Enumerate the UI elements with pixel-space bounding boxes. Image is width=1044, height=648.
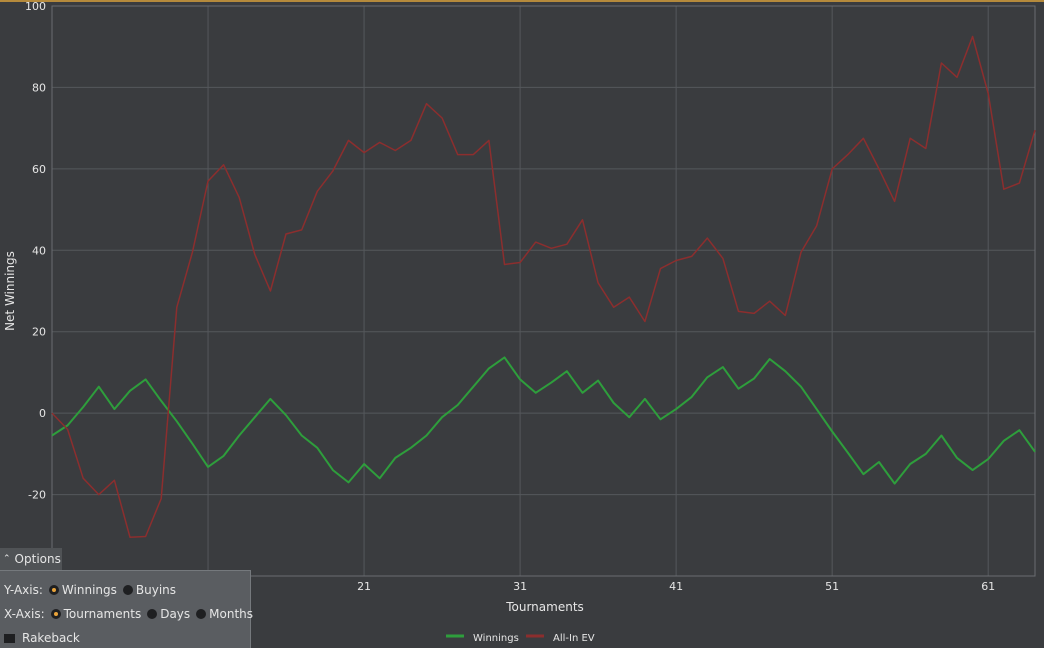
x-axis-row: X-Axis: Tournaments Days Months [4, 607, 253, 621]
y-tick-label: 60 [32, 163, 46, 176]
series-lines [51, 35, 1036, 539]
plot-frame [51, 5, 1036, 577]
y-tick-label: 80 [32, 81, 46, 94]
rakeback-row: Rakeback [4, 631, 80, 645]
y-axis-label: Y-Axis: [4, 583, 43, 597]
rakeback-label[interactable]: Rakeback [22, 631, 80, 645]
options-toggle-button[interactable]: ⌃ Options [0, 548, 62, 570]
x-tick-label: 41 [669, 580, 683, 593]
radio-y-winnings[interactable] [48, 585, 59, 595]
y-tick-label: 40 [32, 244, 46, 257]
radio-x-tournaments[interactable] [50, 609, 61, 619]
series-line-winnings [51, 356, 1036, 485]
radio-x-months[interactable] [196, 609, 207, 619]
radio-x-tournaments-label[interactable]: Tournaments [63, 607, 142, 621]
options-panel: Y-Axis: Winnings Buyins X-Axis: Tourname… [0, 570, 253, 648]
radio-x-days-label[interactable]: Days [160, 607, 191, 621]
rakeback-checkbox[interactable] [4, 633, 15, 643]
x-axis-title: Tournaments [505, 600, 584, 614]
series-line-all-in-ev [51, 35, 1036, 539]
legend-label: All-In EV [553, 633, 595, 644]
chart-legend: Winnings All-In EV [446, 633, 595, 644]
x-tick-label: 61 [981, 580, 995, 593]
radio-y-buyins-label[interactable]: Buyins [135, 583, 177, 597]
x-tick-label: 51 [825, 580, 839, 593]
y-axis-row: Y-Axis: Winnings Buyins [4, 583, 176, 597]
legend-label: Winnings [473, 633, 519, 644]
y-axis-title: Net Winnings [3, 251, 17, 331]
radio-x-days[interactable] [147, 609, 158, 619]
x-tick-label: 31 [513, 580, 527, 593]
radio-y-winnings-label[interactable]: Winnings [61, 583, 117, 597]
y-tick-label: 20 [32, 326, 46, 339]
top-accent-line [0, 0, 1044, 2]
options-tab-label: Options [14, 552, 61, 566]
x-tick-labels: 21 31 41 51 61 [357, 580, 995, 593]
y-tick-labels: -20 0 20 40 60 80 100 [25, 0, 46, 502]
y-tick-label: 0 [39, 407, 46, 420]
chevron-up-icon: ⌃ [3, 554, 11, 564]
y-tick-label: -20 [28, 489, 46, 502]
radio-y-buyins[interactable] [122, 585, 133, 595]
radio-x-months-label[interactable]: Months [209, 607, 254, 621]
x-tick-label: 21 [357, 580, 371, 593]
chart-grid [52, 5, 1035, 576]
y-tick-label: 100 [25, 0, 46, 13]
x-axis-label: X-Axis: [4, 607, 45, 621]
